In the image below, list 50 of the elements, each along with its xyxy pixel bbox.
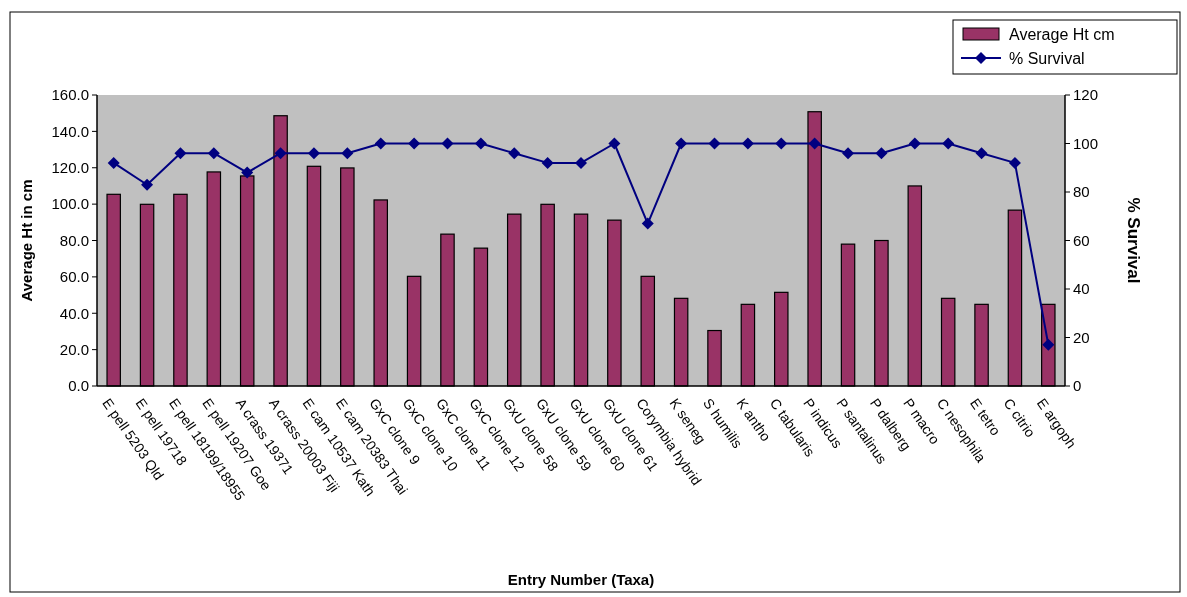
point [708, 137, 721, 150]
y-tick-label: 80.0 [59, 231, 89, 249]
y-tick-label: 140.0 [51, 122, 89, 140]
y2-tick-label: 40 [1073, 280, 1090, 298]
point [675, 137, 688, 150]
point [241, 166, 254, 179]
y-tick-label: 20.0 [59, 340, 89, 358]
point [641, 217, 654, 230]
point [207, 147, 220, 160]
y2-tick-label: 0 [1073, 377, 1082, 395]
point [1008, 156, 1021, 169]
y-tick-label: 60.0 [59, 268, 89, 286]
point [341, 147, 354, 160]
legend-label: Average Ht cm [1009, 25, 1115, 43]
y-tick-label: 0.0 [68, 377, 89, 395]
y-tick-label: 100.0 [51, 195, 89, 213]
point [842, 147, 855, 160]
y2-tick-label: 20 [1073, 328, 1090, 346]
point [541, 156, 554, 169]
y2-tick-label: 100 [1073, 134, 1099, 152]
point [608, 137, 621, 150]
point [307, 147, 320, 160]
point [174, 147, 187, 160]
y-tick-label: 160.0 [51, 86, 89, 104]
point [575, 156, 587, 169]
point [474, 137, 487, 150]
point [107, 156, 120, 169]
point [274, 147, 287, 160]
y2-tick-label: 80 [1073, 183, 1090, 201]
y-tick-label: 120.0 [51, 159, 89, 176]
point [508, 147, 521, 160]
point [975, 147, 988, 160]
point [775, 137, 788, 150]
point [374, 137, 387, 150]
point [741, 137, 754, 150]
y2-tick-label: 120 [1073, 86, 1099, 104]
x-axis-title: Entry Number (Taxa) [507, 571, 655, 588]
point [1042, 338, 1055, 351]
y-tick-label: 40.0 [59, 304, 89, 322]
legend-label: % Survival [1009, 49, 1085, 67]
y-axis-title: Average Ht in cm [18, 179, 35, 302]
point [141, 178, 154, 191]
point [441, 137, 454, 150]
point [875, 147, 888, 160]
point [408, 137, 421, 150]
point [808, 137, 821, 150]
point [908, 137, 921, 150]
y2-axis-title: % Survival [1124, 197, 1143, 284]
y2-tick-label: 60 [1073, 231, 1090, 249]
point [942, 137, 955, 150]
